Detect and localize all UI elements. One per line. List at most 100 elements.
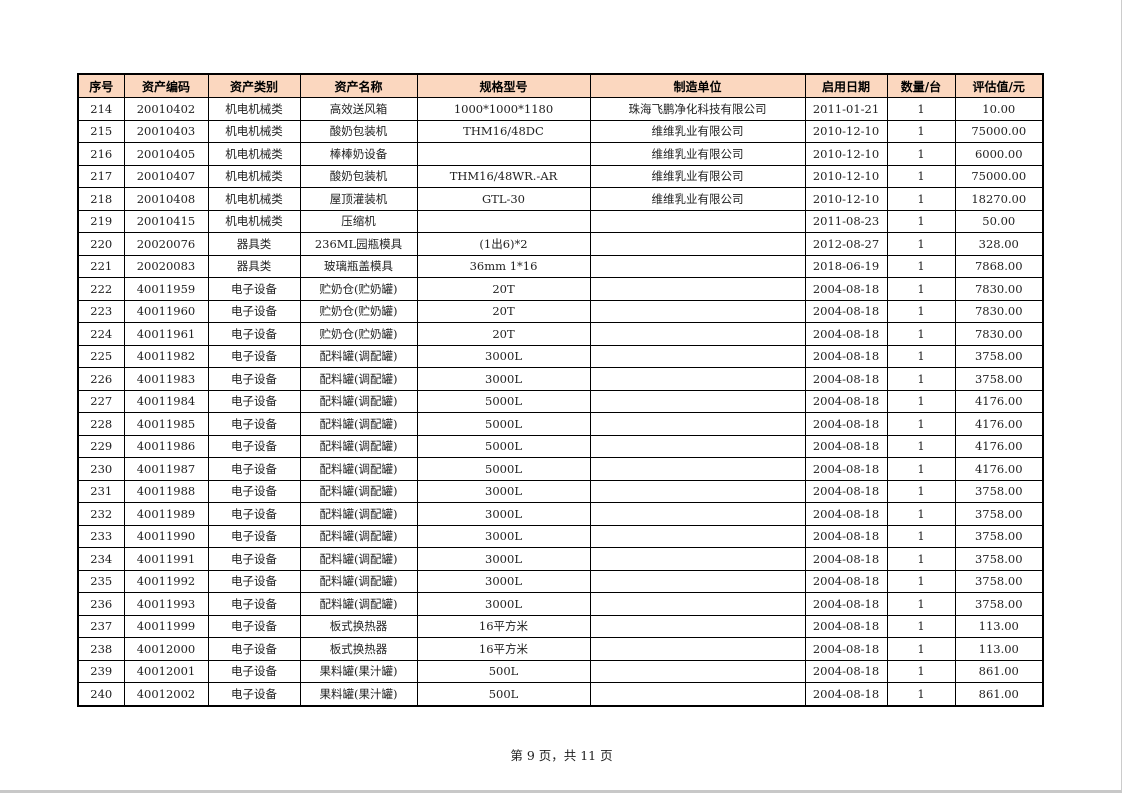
- cell-category: 电子设备: [207, 659, 301, 683]
- cell-name: 酸奶包装机: [299, 164, 418, 188]
- cell-manufacturer: [589, 322, 806, 346]
- cell-seq: 234: [77, 547, 125, 571]
- cell-quantity: 1: [886, 322, 956, 346]
- cell-code: 20010402: [123, 97, 209, 121]
- cell-name: 板式换热器: [299, 637, 418, 661]
- cell-start-date: 2004-08-18: [804, 637, 888, 661]
- cell-quantity: 1: [886, 142, 956, 166]
- cell-code: 20010405: [123, 142, 209, 166]
- cell-manufacturer: 维维乳业有限公司: [589, 119, 806, 143]
- cell-start-date: 2010-12-10: [804, 164, 888, 188]
- cell-seq: 228: [77, 412, 125, 436]
- cell-quantity: 1: [886, 547, 956, 571]
- cell-seq: 239: [77, 659, 125, 683]
- cell-start-date: 2004-08-18: [804, 502, 888, 526]
- cell-quantity: 1: [886, 412, 956, 436]
- cell-manufacturer: [589, 592, 806, 616]
- cell-category: 电子设备: [207, 457, 301, 481]
- cell-quantity: 1: [886, 164, 956, 188]
- table-row: 222 40011959 电子设备 贮奶仓(贮奶罐) 20T 2004-08-18 1 783…: [77, 277, 1044, 301]
- cell-name: 配料罐(调配罐): [299, 434, 418, 458]
- cell-name: 高效送风箱: [299, 97, 418, 121]
- cell-value: 861.00: [954, 682, 1044, 706]
- cell-value: 113.00: [954, 637, 1044, 661]
- table-row: 234 40011991 电子设备 配料罐(调配罐) 3000L 2004-08-18 1 3…: [77, 547, 1044, 571]
- cell-code: 20010407: [123, 164, 209, 188]
- cell-value: 7830.00: [954, 277, 1044, 301]
- cell-category: 电子设备: [207, 367, 301, 391]
- cell-start-date: 2010-12-10: [804, 119, 888, 143]
- cell-value: 328.00: [954, 232, 1044, 256]
- cell-start-date: 2004-08-18: [804, 412, 888, 436]
- table-row: 228 40011985 电子设备 配料罐(调配罐) 5000L 2004-08-18 1 4…: [77, 412, 1044, 436]
- cell-category: 电子设备: [207, 569, 301, 593]
- table-row: 215 20010403 机电机械类 酸奶包装机 THM16/48DC 维维乳业有限公司 2…: [77, 119, 1044, 143]
- cell-name: 压缩机: [299, 209, 418, 233]
- cell-quantity: 1: [886, 254, 956, 278]
- cell-code: 40011984: [123, 389, 209, 413]
- cell-category: 电子设备: [207, 299, 301, 323]
- cell-spec: 500L: [416, 682, 591, 706]
- cell-spec: [416, 142, 591, 166]
- cell-spec: 3000L: [416, 592, 591, 616]
- cell-spec: 5000L: [416, 457, 591, 481]
- cell-name: 贮奶仓(贮奶罐): [299, 299, 418, 323]
- cell-start-date: 2010-12-10: [804, 142, 888, 166]
- cell-value: 4176.00: [954, 389, 1044, 413]
- cell-value: 7868.00: [954, 254, 1044, 278]
- cell-category: 电子设备: [207, 389, 301, 413]
- cell-manufacturer: [589, 524, 806, 548]
- cell-code: 40011982: [123, 344, 209, 368]
- cell-manufacturer: 维维乳业有限公司: [589, 164, 806, 188]
- table-row: 232 40011989 电子设备 配料罐(调配罐) 3000L 2004-08-18 1 3…: [77, 502, 1044, 526]
- cell-category: 电子设备: [207, 344, 301, 368]
- cell-name: 贮奶仓(贮奶罐): [299, 322, 418, 346]
- cell-name: 酸奶包装机: [299, 119, 418, 143]
- cell-value: 3758.00: [954, 569, 1044, 593]
- cell-seq: 230: [77, 457, 125, 481]
- cell-code: 40012002: [123, 682, 209, 706]
- cell-name: 配料罐(调配罐): [299, 479, 418, 503]
- table-row: 231 40011988 电子设备 配料罐(调配罐) 3000L 2004-08-18 1 3…: [77, 479, 1044, 503]
- cell-start-date: 2004-08-18: [804, 479, 888, 503]
- cell-start-date: 2004-08-18: [804, 344, 888, 368]
- cell-name: 配料罐(调配罐): [299, 412, 418, 436]
- cell-category: 电子设备: [207, 479, 301, 503]
- cell-category: 电子设备: [207, 547, 301, 571]
- cell-spec: 3000L: [416, 524, 591, 548]
- table-row: 225 40011982 电子设备 配料罐(调配罐) 3000L 2004-08-18 1 3…: [77, 344, 1044, 368]
- cell-category: 电子设备: [207, 637, 301, 661]
- cell-quantity: 1: [886, 389, 956, 413]
- table-row: 240 40012002 电子设备 果料罐(果汁罐) 500L 2004-08-18 1 86…: [77, 682, 1044, 706]
- cell-quantity: 1: [886, 434, 956, 458]
- cell-value: 3758.00: [954, 479, 1044, 503]
- cell-start-date: 2004-08-18: [804, 389, 888, 413]
- cell-code: 20010415: [123, 209, 209, 233]
- cell-quantity: 1: [886, 637, 956, 661]
- cell-spec: [416, 209, 591, 233]
- cell-quantity: 1: [886, 367, 956, 391]
- cell-value: 4176.00: [954, 412, 1044, 436]
- cell-value: 50.00: [954, 209, 1044, 233]
- column-header-quantity: 数量/台: [886, 73, 956, 98]
- cell-seq: 214: [77, 97, 125, 121]
- cell-manufacturer: [589, 299, 806, 323]
- cell-spec: THM16/48WR.-AR: [416, 164, 591, 188]
- cell-spec: 3000L: [416, 502, 591, 526]
- cell-code: 40011993: [123, 592, 209, 616]
- cell-value: 6000.00: [954, 142, 1044, 166]
- cell-category: 电子设备: [207, 682, 301, 706]
- cell-name: 配料罐(调配罐): [299, 524, 418, 548]
- cell-spec: 5000L: [416, 389, 591, 413]
- cell-category: 机电机械类: [207, 187, 301, 211]
- table-row: 237 40011999 电子设备 板式换热器 16平方米 2004-08-18 1 113.…: [77, 614, 1044, 638]
- cell-quantity: 1: [886, 232, 956, 256]
- cell-code: 40011959: [123, 277, 209, 301]
- cell-code: 40011985: [123, 412, 209, 436]
- table-row: 224 40011961 电子设备 贮奶仓(贮奶罐) 20T 2004-08-18 1 783…: [77, 322, 1044, 346]
- cell-quantity: 1: [886, 524, 956, 548]
- cell-start-date: 2010-12-10: [804, 187, 888, 211]
- cell-manufacturer: [589, 457, 806, 481]
- cell-quantity: 1: [886, 277, 956, 301]
- cell-manufacturer: [589, 569, 806, 593]
